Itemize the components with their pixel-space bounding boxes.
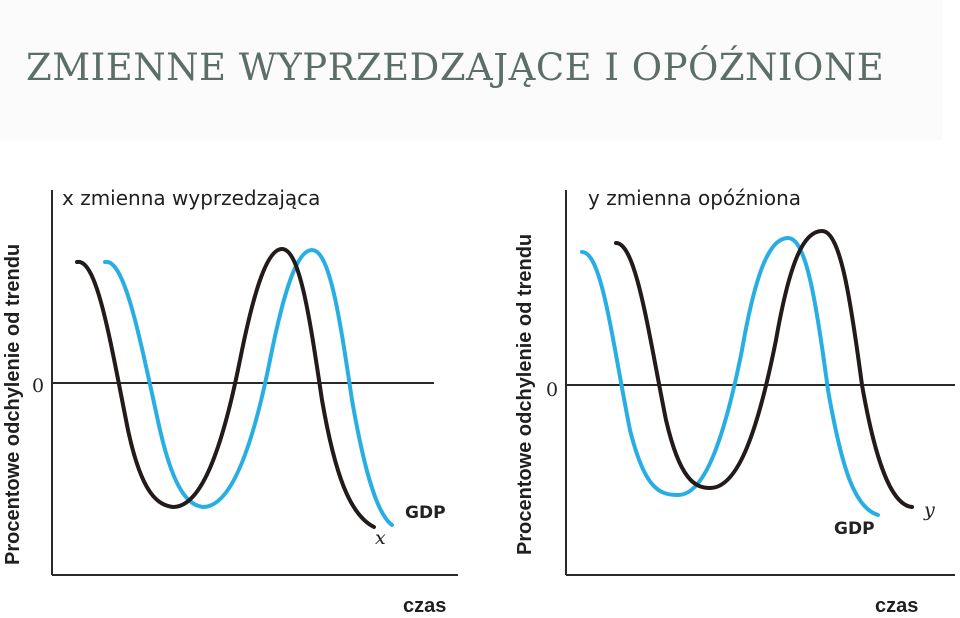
right-panel: 0 GDP y	[546, 190, 955, 576]
slide-title: ZMIENNE WYPRZEDZAJĄCE I OPÓŹNIONE	[26, 46, 885, 89]
right-gdp-label: GDP	[834, 519, 875, 539]
right-panel-title: y zmienna opóźniona	[588, 186, 801, 210]
left-x-axis-title: czas	[403, 595, 447, 617]
left-gdp-label: GDP	[405, 503, 446, 523]
right-x-axis-title: czas	[875, 595, 919, 617]
left-gdp-curve	[103, 247, 394, 527]
right-variable-curve	[614, 228, 914, 509]
left-panel-title-text: x zmienna wyprzedzająca	[62, 186, 321, 210]
left-panel-title: x zmienna wyprzedzająca	[62, 186, 320, 210]
title-band	[0, 0, 942, 140]
right-gdp-curve	[580, 235, 880, 517]
left-variable-label: x	[375, 527, 386, 549]
right-variable-label: y	[923, 499, 935, 521]
left-panel: 0 GDP x	[32, 190, 458, 576]
right-panel-title-text: y zmienna opóźniona	[588, 186, 802, 210]
right-zero-label: 0	[546, 379, 558, 401]
left-zero-label: 0	[32, 375, 44, 397]
left-variable-curve	[75, 246, 376, 529]
